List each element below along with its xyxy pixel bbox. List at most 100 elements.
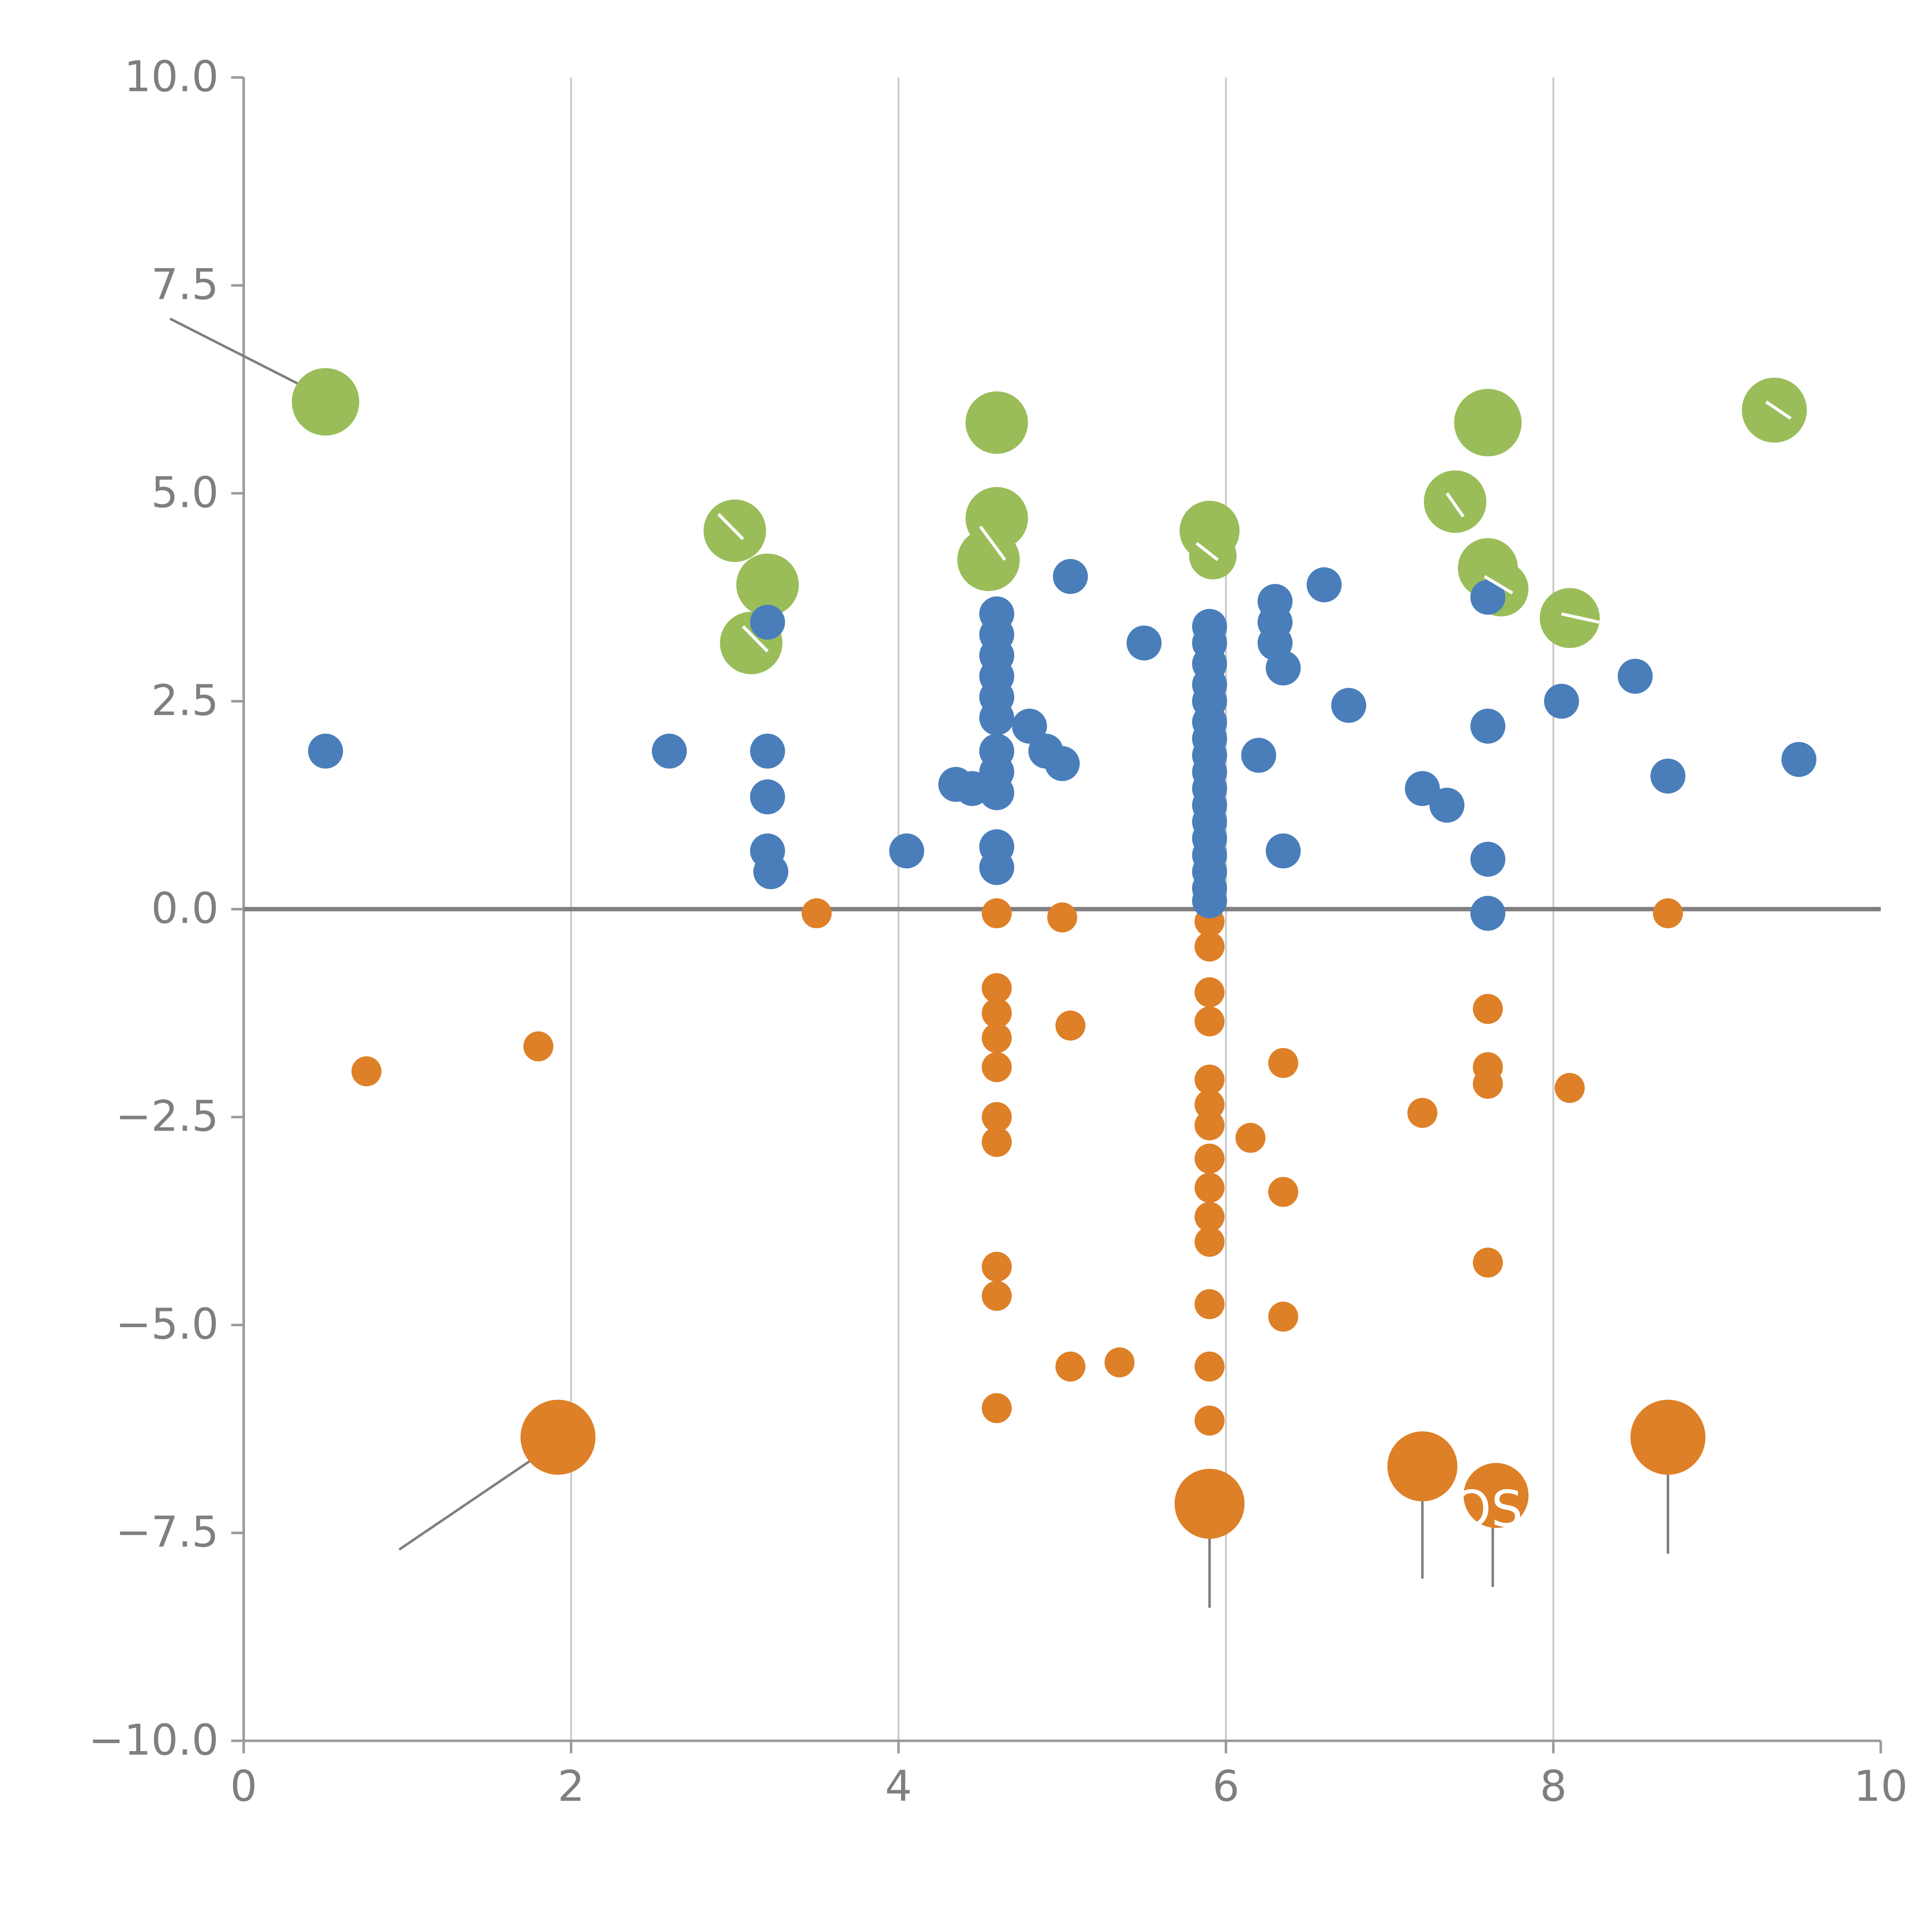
data-point-orange — [1194, 1351, 1225, 1382]
data-point-blue — [1241, 738, 1276, 773]
data-point-orange — [1194, 1173, 1225, 1203]
data-point-blue — [750, 779, 785, 815]
data-point-blue — [1544, 684, 1579, 719]
data-point-blue — [753, 854, 789, 889]
data-point-blue — [1617, 658, 1653, 694]
annotation-label: OS — [1452, 1480, 1523, 1538]
data-point-blue — [1470, 580, 1505, 615]
y-tick-label: 2.5 — [151, 675, 219, 725]
x-tick-label: 10 — [1854, 1761, 1908, 1811]
annotation-leader-line-white — [1195, 542, 1219, 561]
data-point-orange — [981, 973, 1012, 1003]
annotation-leader-line-white — [742, 625, 769, 653]
data-point-orange — [1268, 1177, 1298, 1207]
data-point-orange — [1194, 1405, 1225, 1436]
data-point-green — [1742, 378, 1807, 443]
data-point-blue — [979, 850, 1014, 885]
x-tick-label: 6 — [1213, 1761, 1240, 1811]
data-point-orange — [1554, 1073, 1585, 1103]
data-point-blue — [651, 733, 687, 769]
data-point-orange — [1268, 1301, 1298, 1332]
data-point-orange — [1407, 1098, 1437, 1128]
data-point-orange — [1630, 1400, 1706, 1475]
data-point-blue — [1470, 842, 1505, 877]
data-point-orange — [1653, 898, 1683, 929]
data-point-orange — [1194, 1089, 1225, 1120]
data-point-blue — [1012, 709, 1047, 744]
data-point-orange — [1473, 1069, 1503, 1099]
data-point-blue — [750, 605, 785, 640]
data-point-orange — [981, 1127, 1012, 1157]
data-point-orange — [1387, 1431, 1458, 1502]
data-point-blue — [1405, 771, 1440, 806]
data-point-orange — [1194, 1289, 1225, 1320]
y-tick-label: −5.0 — [116, 1299, 219, 1349]
annotation-leader-line-white — [1561, 612, 1600, 624]
y-tick-label: −2.5 — [116, 1092, 219, 1141]
annotation-leader-line — [169, 317, 318, 395]
data-point-orange — [981, 1023, 1012, 1053]
data-point-orange — [1194, 1143, 1225, 1174]
data-point-orange — [1055, 1010, 1086, 1041]
data-point-blue — [1192, 883, 1227, 918]
data-point-orange — [981, 1281, 1012, 1311]
data-point-orange — [981, 1393, 1012, 1423]
y-tick-label: 7.5 — [151, 260, 219, 309]
data-point-blue — [308, 733, 343, 769]
x-tick-label: 0 — [230, 1761, 257, 1811]
data-point-orange — [1194, 977, 1225, 1007]
data-point-orange — [1104, 1347, 1135, 1378]
data-point-orange — [1463, 1463, 1529, 1528]
annotation-leader-line-white — [1765, 400, 1792, 420]
data-point-green — [965, 391, 1028, 454]
data-point-orange — [1194, 1110, 1225, 1141]
data-point-orange — [1235, 1122, 1266, 1153]
data-point-orange — [981, 1252, 1012, 1282]
x-tick-label: 8 — [1540, 1761, 1567, 1811]
data-point-blue — [1306, 567, 1342, 602]
data-point-orange — [981, 898, 1012, 929]
data-point-orange — [1174, 1469, 1245, 1539]
x-tick-label: 2 — [558, 1761, 585, 1811]
data-point-orange — [520, 1400, 596, 1475]
annotation-leader-line-white — [1446, 492, 1465, 518]
data-point-blue — [1470, 896, 1505, 931]
data-point-orange — [351, 1056, 382, 1087]
data-point-orange — [1047, 902, 1077, 933]
data-point-blue — [1470, 709, 1505, 744]
data-point-orange — [1194, 931, 1225, 962]
data-point-blue — [1126, 625, 1162, 661]
data-point-blue — [979, 700, 1014, 736]
data-point-blue — [1331, 688, 1366, 723]
data-point-blue — [750, 733, 785, 769]
annotation-leader-line-white — [979, 526, 1006, 561]
data-point-orange — [981, 998, 1012, 1028]
x-tick-label: 4 — [885, 1761, 912, 1811]
y-tick-label: 0.0 — [151, 883, 219, 933]
data-point-orange — [1194, 1065, 1225, 1095]
data-point-orange — [801, 898, 832, 929]
data-point-blue — [1265, 650, 1301, 685]
data-point-orange — [1473, 994, 1503, 1024]
data-point-blue — [979, 775, 1014, 810]
data-point-blue — [1429, 787, 1464, 823]
data-point-orange — [981, 1052, 1012, 1082]
data-point-orange — [1268, 1048, 1298, 1078]
data-point-green — [1454, 389, 1522, 457]
data-point-green — [957, 529, 1020, 591]
data-point-orange — [1194, 1006, 1225, 1037]
data-point-green — [1539, 588, 1600, 648]
data-point-blue — [1265, 833, 1301, 869]
y-tick-label: −10.0 — [88, 1715, 219, 1765]
data-point-blue — [1781, 742, 1816, 777]
y-tick-label: −7.5 — [116, 1507, 219, 1557]
data-point-orange — [523, 1031, 554, 1061]
y-tick-label: 10.0 — [124, 52, 219, 101]
data-point-blue — [1044, 746, 1080, 781]
annotation-leader-line-white — [717, 513, 744, 540]
data-point-green — [292, 368, 359, 436]
y-tick-label: 5.0 — [151, 468, 219, 517]
annotation-leader-line-white — [1484, 575, 1514, 595]
